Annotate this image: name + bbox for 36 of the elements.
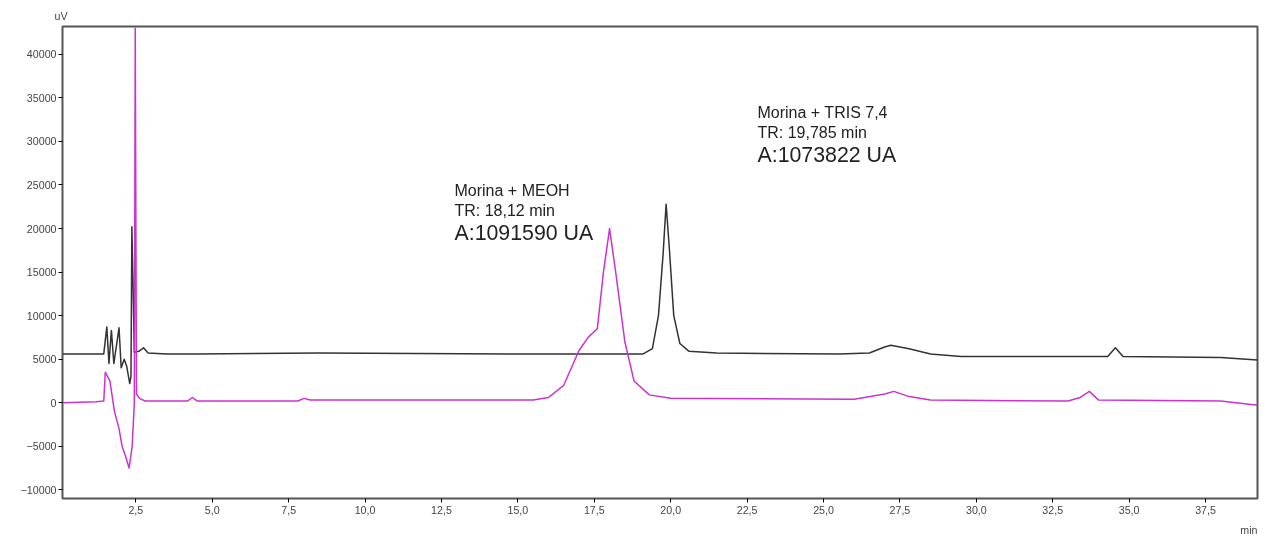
annotation: A:1073822 UA <box>757 142 898 167</box>
x-tick-label: 7,5 <box>281 503 297 516</box>
x-tick-label: 37,5 <box>1195 503 1216 516</box>
x-tick-label: 12,5 <box>431 503 452 516</box>
y-tick-label: 0 <box>50 396 57 409</box>
x-tick-label: 25,0 <box>813 503 834 516</box>
y-tick-label: 10000 <box>26 309 57 322</box>
x-tick-label: 15,0 <box>507 503 529 516</box>
annotation: Morina + TRIS 7,4 <box>757 103 888 121</box>
annotation: A:1091590 UA <box>454 220 595 245</box>
x-tick-label: 30,0 <box>965 503 987 516</box>
x-tick-label: 2,5 <box>128 503 144 516</box>
x-tick-label: 27,5 <box>889 503 911 516</box>
x-tick-label: 5,0 <box>204 503 220 516</box>
y-tick-label: 30000 <box>26 135 57 148</box>
x-tick-label: 10,0 <box>354 503 376 516</box>
y-tick-label: 25000 <box>26 178 57 191</box>
x-tick-label: 32,5 <box>1042 503 1064 516</box>
x-tick-label: 17,5 <box>583 503 605 516</box>
x-tick-label: 35,0 <box>1118 503 1140 516</box>
y-axis-title: uV <box>54 9 69 22</box>
line-series <box>62 27 1258 469</box>
y-tick-label: −5000 <box>26 440 57 453</box>
y-tick-label: 35000 <box>26 91 57 104</box>
annotation: TR: 19,785 min <box>757 123 867 141</box>
y-tick-label: 5000 <box>32 353 57 366</box>
annotation: TR: 18,12 min <box>454 201 555 219</box>
x-tick-label: 20,0 <box>660 503 682 516</box>
annotation: Morina + MEOH <box>454 181 570 199</box>
y-tick-label: −10000 <box>20 483 57 496</box>
y-tick-label: 40000 <box>26 48 57 61</box>
y-tick-label: 20000 <box>26 222 57 235</box>
x-tick-label: 22,5 <box>736 503 758 516</box>
line-series <box>62 203 1258 385</box>
x-axis-title: min <box>1240 523 1258 536</box>
y-tick-label: 15000 <box>26 266 57 279</box>
